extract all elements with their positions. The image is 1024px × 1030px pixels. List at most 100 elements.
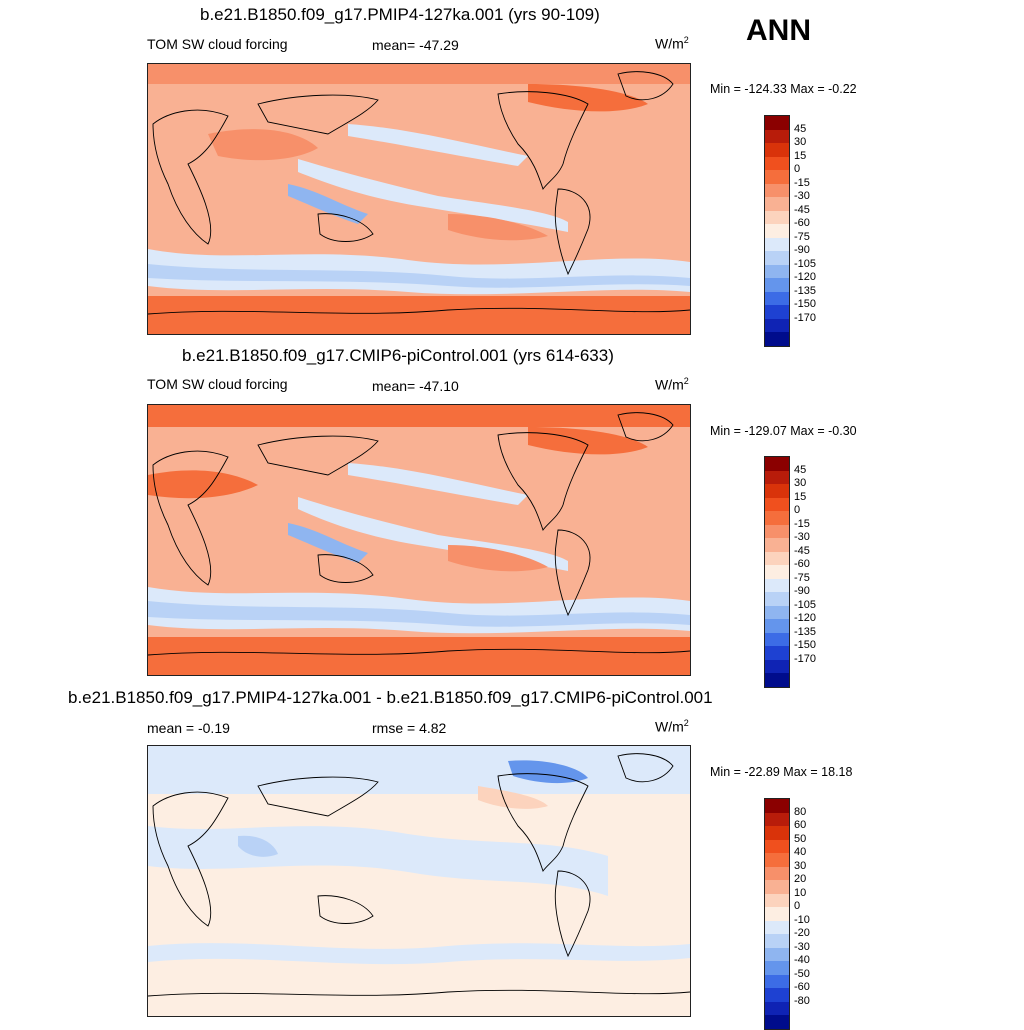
panel-2-maritime-continent	[288, 523, 368, 563]
colorbar-tick-label: -80	[794, 995, 810, 1007]
colorbar-swatch	[765, 497, 789, 512]
colorbar-swatch	[765, 1001, 789, 1016]
colorbar-tick-label: 0	[794, 163, 801, 176]
panel-1-units: W/m2	[655, 35, 689, 52]
panel-2-north-pacific-band	[348, 463, 528, 505]
colorbar-tick-label: -45	[794, 544, 810, 557]
panel-3-units: W/m2	[655, 718, 689, 735]
colorbar-swatch	[765, 961, 789, 975]
panel-3-northern-negative-band	[148, 746, 690, 794]
colorbar-swatch	[765, 974, 789, 989]
colorbar-swatch	[765, 947, 789, 962]
colorbar-swatch	[765, 251, 789, 265]
colorbar-tick-label: -60	[794, 981, 810, 994]
panel-2-title: b.e21.B1850.f09_g17.CMIP6-piControl.001 …	[182, 346, 614, 365]
colorbar-swatch	[765, 578, 789, 593]
colorbar-swatch	[765, 183, 789, 198]
colorbar-tick-label: 80	[794, 805, 807, 818]
colorbar-swatch	[765, 799, 789, 813]
panel-1-south-pacific-warm	[448, 214, 548, 241]
panel-3-map	[147, 745, 691, 1017]
colorbar-tick-label: -15	[794, 176, 810, 189]
colorbar-swatch	[765, 632, 789, 647]
colorbar-tick-label: -75	[794, 571, 810, 584]
colorbar-tick-label: -60	[794, 558, 810, 571]
panel-2-map-svg	[148, 405, 690, 675]
colorbar-swatch	[765, 291, 789, 306]
panel-3-minmax: Min = -22.89 Max = 18.18	[710, 765, 853, 779]
panel-1-arctic-band	[148, 64, 690, 84]
panel-2-antarctic-band	[148, 637, 690, 675]
colorbar-swatch	[765, 538, 789, 552]
panel-1-coastlines	[148, 71, 690, 315]
panel-1-title: b.e21.B1850.f09_g17.PMIP4-127ka.001 (yrs…	[200, 5, 600, 24]
colorbar-swatch	[765, 826, 789, 840]
colorbar-tick-label: 45	[794, 122, 807, 135]
colorbar-tick-label: -150	[794, 639, 817, 652]
colorbar-swatch	[765, 893, 789, 908]
colorbar-swatch	[765, 457, 789, 471]
colorbar-tick-label: -170	[794, 312, 817, 324]
colorbar-swatch	[765, 470, 789, 485]
colorbar-tick-label: 15	[794, 149, 807, 162]
colorbar-tick-label: -120	[794, 271, 817, 284]
colorbar-swatch	[765, 170, 789, 184]
colorbar-swatch	[765, 619, 789, 633]
colorbar-swatch	[765, 511, 789, 525]
colorbar-swatch	[765, 156, 789, 171]
colorbar-tick-label: 15	[794, 490, 807, 503]
colorbar-swatch	[765, 812, 789, 827]
panel-2-minmax: Min = -129.07 Max = -0.30	[710, 424, 857, 438]
panel-3-north-america-positive	[478, 786, 548, 809]
panel-2-coastlines	[148, 412, 690, 656]
colorbar-tick-label: 45	[794, 463, 807, 476]
panel-2-variable-label: TOM SW cloud forcing	[147, 376, 288, 392]
panel-3-map-svg	[148, 746, 690, 1016]
colorbar-tick-label: -105	[794, 257, 817, 270]
colorbar-tick-label: 20	[794, 873, 807, 886]
colorbar-tick-label: -30	[794, 190, 810, 203]
panel-1-itcz-band	[298, 159, 568, 232]
panel-2-southern-ocean-core	[148, 601, 690, 627]
panel-3-title: b.e21.B1850.f09_g17.PMIP4-127ka.001 - b.…	[68, 688, 713, 707]
colorbar-tick-label: -40	[794, 954, 810, 967]
colorbar-swatch	[765, 524, 789, 539]
colorbar-tick-label: -30	[794, 531, 810, 544]
colorbar-swatch	[765, 988, 789, 1002]
panel-1-southern-ocean-core	[148, 264, 690, 288]
colorbar-tick-label: -10	[794, 913, 810, 926]
colorbar-swatch	[765, 920, 789, 935]
colorbar-swatch	[765, 278, 789, 292]
colorbar-tick-label: -90	[794, 244, 810, 257]
panel-3-colorbar	[764, 798, 790, 1030]
panel-3-arctic-archipelago-strong-negative	[508, 760, 588, 784]
colorbar-tick-label: -60	[794, 217, 810, 230]
colorbar-swatch	[765, 659, 789, 674]
colorbar-tick-label: 60	[794, 819, 807, 832]
colorbar-swatch	[765, 305, 789, 319]
colorbar-tick-label: 30	[794, 859, 807, 872]
colorbar-tick-label: 10	[794, 886, 807, 899]
panel-1-map-svg	[148, 64, 690, 334]
panel-1-mean-label: mean= -47.29	[372, 37, 459, 53]
colorbar-swatch	[765, 866, 789, 881]
panel-2-greenland-warm	[528, 427, 648, 455]
colorbar-swatch	[765, 880, 789, 894]
panel-1-map	[147, 63, 691, 335]
colorbar-swatch	[765, 143, 789, 157]
colorbar-swatch	[765, 934, 789, 948]
colorbar-swatch	[765, 484, 789, 498]
colorbar-tick-label: -50	[794, 967, 810, 980]
panel-3-southern-negative-band	[148, 943, 690, 965]
panel-1-variable-label: TOM SW cloud forcing	[147, 36, 288, 52]
colorbar-tick-label: -170	[794, 653, 817, 665]
panel-2-sahara-warm	[148, 470, 258, 499]
colorbar-swatch	[765, 907, 789, 921]
colorbar-tick-label: -135	[794, 284, 817, 297]
panel-1-antarctic-band	[148, 296, 690, 334]
panel-2-arctic-band	[148, 405, 690, 427]
panel-1-colorbar	[764, 115, 790, 347]
colorbar-swatch	[765, 592, 789, 606]
colorbar-swatch	[765, 318, 789, 333]
panel-2-map	[147, 404, 691, 676]
